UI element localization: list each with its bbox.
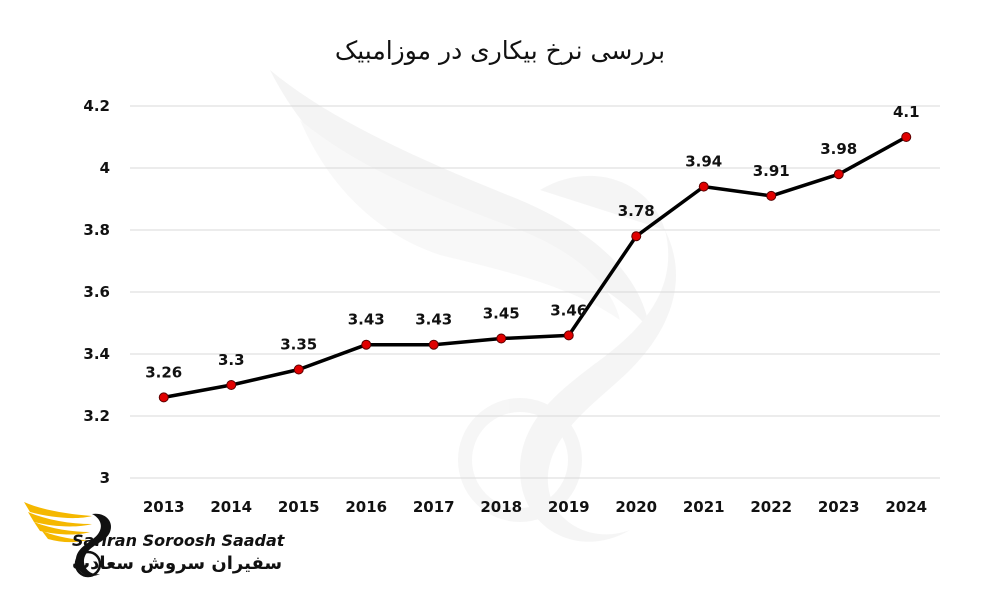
series-line-path	[163, 135, 908, 400]
data-label: 3.98	[820, 140, 857, 158]
y-tick-label: 4	[100, 159, 110, 177]
data-point	[496, 333, 507, 344]
data-label: 3.43	[348, 311, 385, 329]
y-tick-label: 3.8	[83, 221, 110, 239]
x-tick-label: 2013	[143, 498, 185, 516]
data-label: 3.45	[483, 305, 520, 323]
x-tick-label: 2022	[750, 498, 792, 516]
x-tick-label: 2024	[885, 498, 927, 516]
chart-title: بررسی نرخ بیکاری در موزامبیک	[334, 36, 666, 65]
data-point	[766, 190, 777, 201]
data-label: 3.3	[218, 351, 245, 369]
data-point	[631, 231, 642, 242]
brand-name-fa: سفیران سروش سعادت	[72, 553, 283, 574]
data-label: 3.94	[685, 153, 722, 171]
x-tick-label: 2016	[345, 498, 387, 516]
data-point	[361, 339, 372, 350]
data-label: 3.35	[280, 336, 317, 354]
y-tick-label: 3.6	[83, 283, 110, 301]
data-point	[698, 181, 709, 192]
data-point	[293, 364, 304, 375]
wing-logo-icon	[24, 502, 112, 578]
y-tick-label: 3.2	[83, 407, 110, 425]
data-point	[901, 132, 912, 142]
data-point	[158, 392, 169, 403]
x-tick-label: 2021	[683, 498, 725, 516]
x-axis-ticks: 2013 2014 2015 2016 2017 2018 2019 2020 2021 2022…	[143, 498, 927, 516]
data-point	[563, 330, 574, 341]
data-point	[428, 339, 439, 350]
y-tick-label: 3	[100, 469, 110, 487]
y-axis-ticks: 3 3.2 3.4 3.6 3.8 4 4.2	[83, 97, 110, 487]
data-label: 3.26	[145, 363, 182, 381]
x-tick-label: 2015	[278, 498, 320, 516]
brand-name-en: Safiran Soroosh Saadat	[72, 531, 285, 550]
data-label: 4.1	[893, 103, 920, 121]
x-tick-label: 2023	[818, 498, 860, 516]
series-line	[163, 135, 908, 400]
grid-lines	[130, 105, 940, 479]
x-tick-label: 2018	[480, 498, 522, 516]
y-tick-label: 4.2	[83, 97, 110, 115]
y-tick-label: 3.4	[83, 345, 110, 363]
data-label: 3.91	[753, 162, 790, 180]
data-point	[833, 169, 844, 180]
data-labels: 3.26 3.3 3.35 3.43 3.43 3.45 3.46 3.78 3.94 3.91 3…	[145, 103, 919, 381]
x-tick-label: 2014	[210, 498, 252, 516]
data-label: 3.78	[618, 202, 655, 220]
data-label: 3.46	[550, 301, 587, 319]
x-tick-label: 2019	[548, 498, 590, 516]
watermark-bird-icon	[270, 70, 677, 542]
x-tick-label: 2017	[413, 498, 455, 516]
data-label: 3.43	[415, 311, 452, 329]
brand-logo	[24, 502, 112, 578]
series-points	[158, 132, 912, 403]
data-point	[226, 380, 237, 390]
x-tick-label: 2020	[615, 498, 657, 516]
